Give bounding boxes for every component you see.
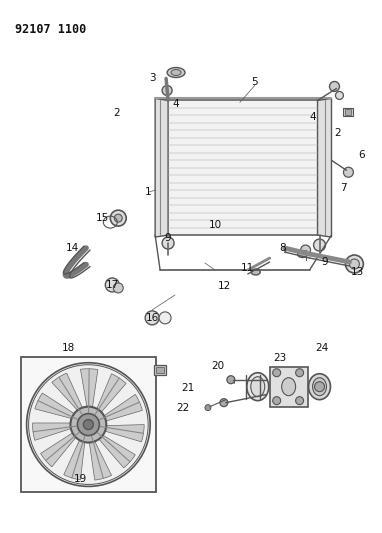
- Text: 5: 5: [251, 77, 258, 87]
- Text: 21: 21: [181, 383, 195, 393]
- Text: 14: 14: [66, 243, 79, 253]
- Ellipse shape: [159, 312, 171, 324]
- Circle shape: [114, 214, 122, 222]
- Text: 23: 23: [273, 353, 286, 363]
- Bar: [343, 108, 353, 116]
- Text: 19: 19: [74, 474, 87, 484]
- Text: 4: 4: [173, 100, 180, 109]
- Polygon shape: [99, 425, 144, 442]
- Polygon shape: [317, 99, 332, 237]
- Text: 8: 8: [279, 243, 286, 253]
- Circle shape: [335, 92, 343, 100]
- Text: 13: 13: [351, 267, 364, 277]
- Circle shape: [350, 259, 359, 269]
- Circle shape: [113, 283, 123, 293]
- Text: 10: 10: [208, 220, 222, 230]
- Circle shape: [105, 278, 119, 292]
- Circle shape: [301, 245, 311, 255]
- Text: 12: 12: [218, 281, 231, 291]
- Bar: [156, 367, 164, 373]
- Ellipse shape: [247, 373, 269, 401]
- Text: 18: 18: [62, 343, 75, 353]
- Text: 6: 6: [358, 150, 365, 160]
- Circle shape: [162, 85, 172, 95]
- Text: 22: 22: [176, 402, 189, 413]
- Text: 2: 2: [334, 128, 341, 139]
- Circle shape: [314, 382, 325, 392]
- Circle shape: [296, 369, 304, 377]
- Polygon shape: [81, 369, 98, 413]
- Text: 15: 15: [96, 213, 109, 223]
- Ellipse shape: [251, 377, 265, 397]
- Circle shape: [83, 419, 93, 430]
- Polygon shape: [40, 430, 79, 467]
- Text: 20: 20: [211, 361, 225, 371]
- Ellipse shape: [312, 378, 327, 395]
- Text: 17: 17: [106, 280, 119, 290]
- Polygon shape: [270, 367, 308, 407]
- Polygon shape: [32, 423, 77, 440]
- Text: 4: 4: [309, 112, 316, 123]
- Ellipse shape: [309, 374, 330, 400]
- Polygon shape: [89, 436, 112, 480]
- Text: 1: 1: [145, 187, 152, 197]
- Circle shape: [220, 399, 228, 407]
- Text: 9: 9: [321, 257, 328, 267]
- Circle shape: [162, 237, 174, 249]
- Circle shape: [330, 82, 340, 92]
- Polygon shape: [94, 374, 126, 417]
- Circle shape: [110, 210, 126, 226]
- Circle shape: [78, 414, 99, 435]
- Circle shape: [314, 239, 325, 251]
- Circle shape: [205, 405, 211, 410]
- Circle shape: [27, 363, 150, 487]
- Text: 7: 7: [340, 183, 347, 193]
- Circle shape: [70, 407, 106, 442]
- Text: 24: 24: [315, 343, 328, 353]
- Text: 3: 3: [149, 74, 155, 84]
- Polygon shape: [155, 99, 168, 237]
- Bar: [345, 109, 351, 116]
- Bar: [21, 357, 156, 492]
- Circle shape: [145, 311, 159, 325]
- Text: 11: 11: [241, 263, 254, 273]
- Circle shape: [343, 167, 353, 177]
- Polygon shape: [165, 100, 319, 235]
- Polygon shape: [64, 435, 86, 480]
- Ellipse shape: [298, 251, 308, 257]
- Polygon shape: [35, 393, 79, 420]
- Text: 9: 9: [165, 233, 172, 243]
- Text: 16: 16: [146, 313, 159, 323]
- Circle shape: [273, 369, 281, 377]
- Circle shape: [273, 397, 281, 405]
- Text: 2: 2: [113, 108, 120, 118]
- Circle shape: [227, 376, 235, 384]
- Polygon shape: [52, 373, 85, 415]
- Circle shape: [296, 397, 304, 405]
- Circle shape: [345, 255, 363, 273]
- Ellipse shape: [171, 69, 181, 76]
- Ellipse shape: [167, 68, 185, 77]
- Ellipse shape: [282, 378, 296, 395]
- Bar: [154, 365, 166, 375]
- Ellipse shape: [251, 269, 260, 275]
- Polygon shape: [99, 394, 142, 423]
- Text: 92107 1100: 92107 1100: [15, 22, 86, 36]
- Polygon shape: [95, 432, 135, 468]
